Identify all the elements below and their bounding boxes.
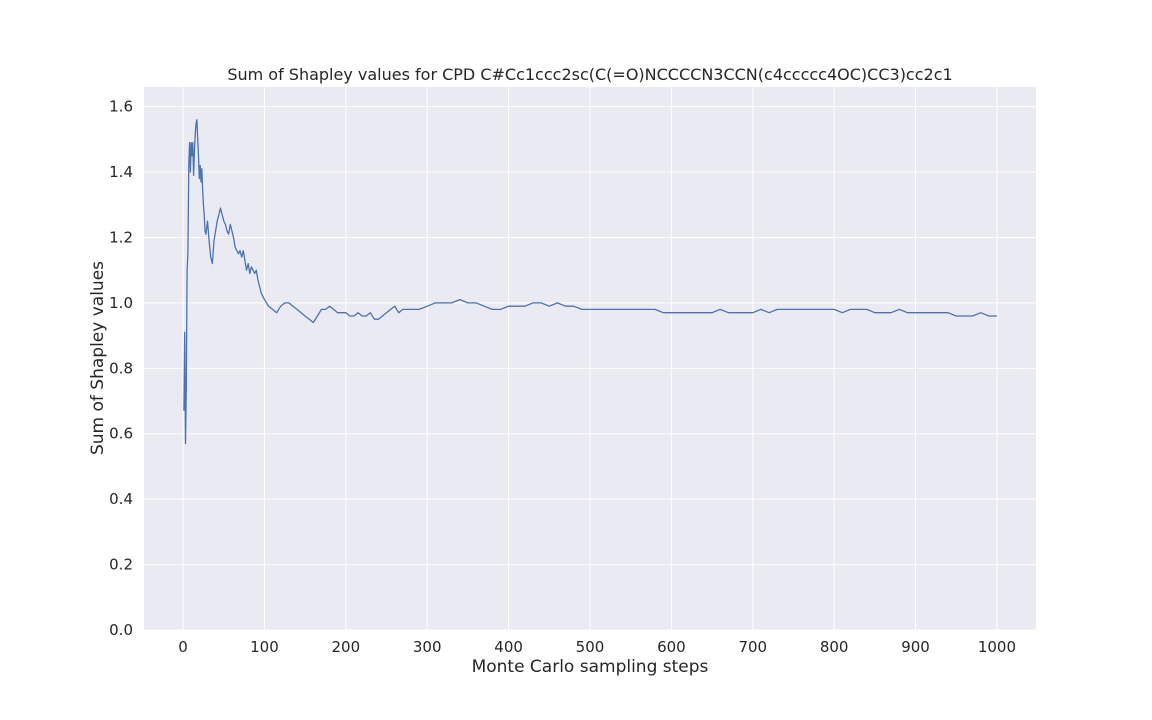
y-tick-label: 1.6 bbox=[109, 98, 133, 116]
x-tick-label: 800 bbox=[820, 638, 849, 656]
x-tick-label: 900 bbox=[901, 638, 930, 656]
x-tick-label: 700 bbox=[738, 638, 767, 656]
x-tick-label: 0 bbox=[178, 638, 188, 656]
chart-title: Sum of Shapley values for CPD C#Cc1ccc2s… bbox=[227, 65, 952, 84]
y-tick-label: 1.0 bbox=[109, 294, 133, 312]
series-line bbox=[183, 119, 997, 445]
x-tick-label: 1000 bbox=[978, 638, 1016, 656]
y-tick-labels: 0.0 0.2 0.4 0.6 0.8 1.0 1.2 1.4 1.6 bbox=[109, 98, 133, 639]
x-gridlines bbox=[182, 87, 998, 630]
y-gridlines bbox=[144, 106, 1036, 631]
y-tick-label: 0.0 bbox=[109, 621, 133, 639]
x-tick-label: 300 bbox=[413, 638, 442, 656]
y-axis-label: Sum of Shapley values bbox=[88, 261, 108, 455]
x-tick-label: 100 bbox=[250, 638, 279, 656]
y-tick-label: 0.8 bbox=[109, 359, 133, 377]
x-tick-label: 600 bbox=[657, 638, 686, 656]
y-tick-label: 0.2 bbox=[109, 556, 133, 574]
x-tick-labels: 0 100 200 300 400 500 600 700 800 900 1000 bbox=[178, 638, 1016, 656]
x-tick-label: 500 bbox=[576, 638, 605, 656]
y-tick-label: 0.4 bbox=[109, 490, 133, 508]
y-tick-label: 1.4 bbox=[109, 163, 133, 181]
x-tick-label: 200 bbox=[332, 638, 361, 656]
x-tick-label: 400 bbox=[494, 638, 523, 656]
y-tick-label: 1.2 bbox=[109, 228, 133, 246]
x-axis-label: Monte Carlo sampling steps bbox=[472, 657, 709, 677]
y-tick-label: 0.6 bbox=[109, 425, 133, 443]
